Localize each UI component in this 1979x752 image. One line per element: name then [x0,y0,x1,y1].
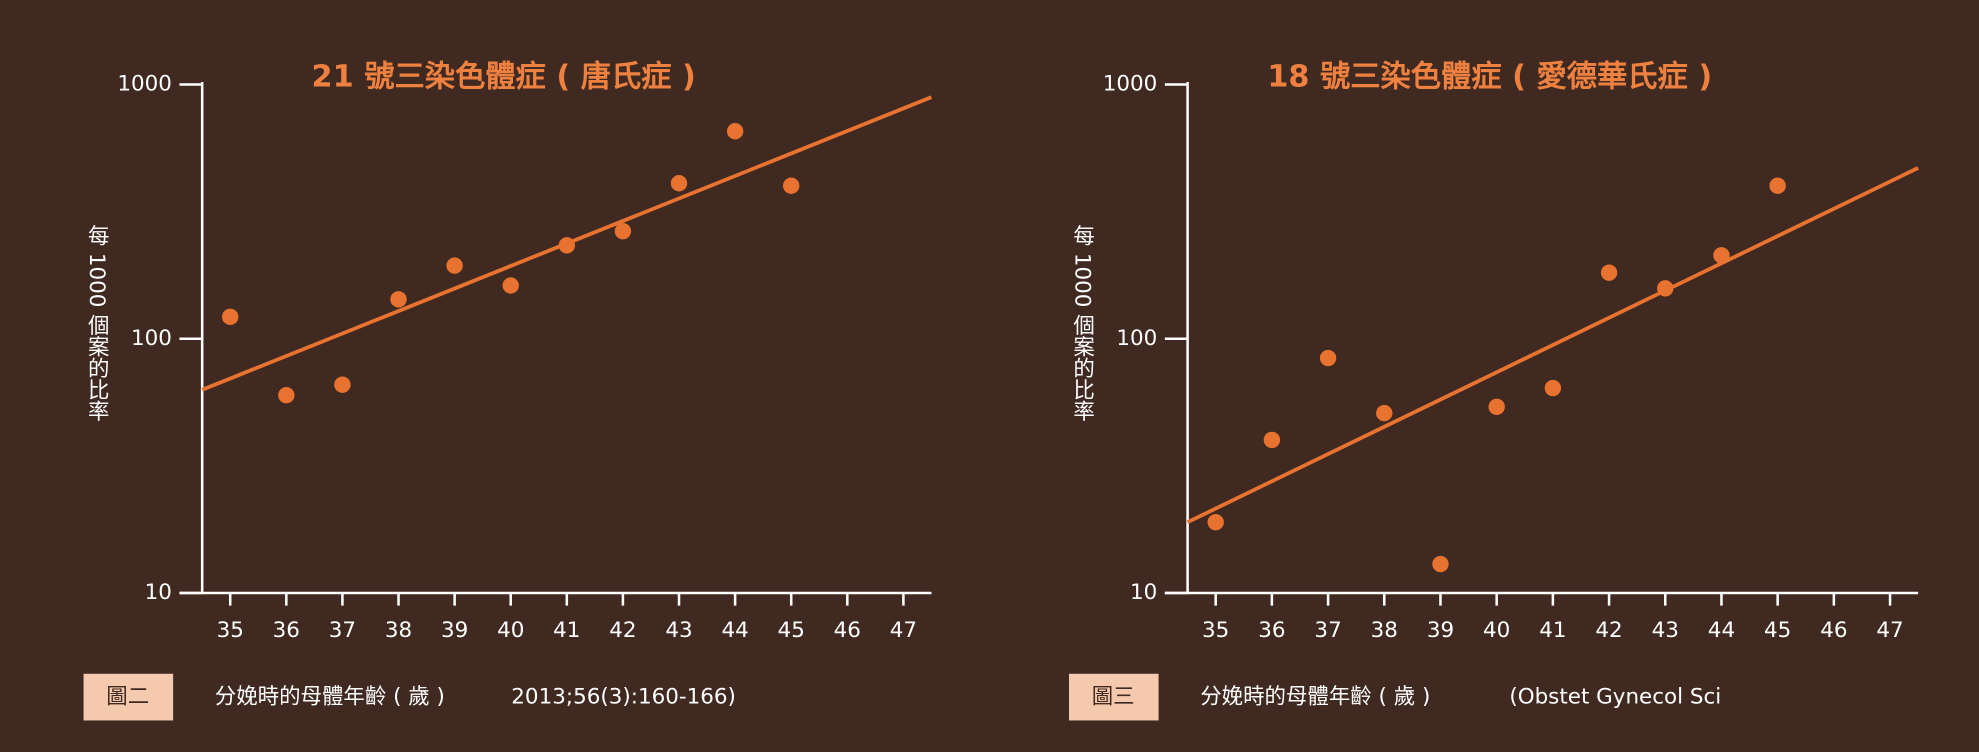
x-tick-label: 45 [1764,618,1791,643]
y-tick-label: 1000 [117,72,172,97]
x-tick-label: 38 [385,618,412,643]
x-tick-label: 38 [1371,618,1398,643]
x-tick-label: 39 [441,618,468,643]
x-tick-label: 44 [721,618,748,643]
data-point [1544,379,1562,397]
data-point [334,376,351,393]
y-tick-label: 100 [1116,326,1157,351]
data-point [1263,431,1281,449]
x-tick-label: 42 [609,618,636,643]
x-tick-label: 41 [553,618,580,643]
data-point [670,175,688,192]
data-point [1207,513,1224,531]
data-point [390,291,407,308]
x-tick-label: 46 [1820,618,1847,643]
x-tick-label: 36 [1258,618,1285,643]
x-tick-label: 40 [1483,618,1510,643]
data-point [1713,247,1730,264]
figure-label-box [83,673,174,721]
x-tick-label: 37 [329,618,356,643]
source: 2013;56(3):160-166) [511,685,736,710]
data-point [726,123,744,140]
x-tick-label: 42 [1595,618,1622,643]
figure-label-box [1068,673,1159,721]
x-tick-label: 47 [890,618,917,643]
chart-title: 21 號三染色體症 ( 唐氏症 ) [312,59,696,95]
x-axis-label: 分娩時的母體年齡 ( 歲 ) [1200,685,1430,710]
y-tick-label: 10 [1130,580,1157,605]
x-axis-label: 分娩時的母體年齡 ( 歲 ) [215,685,445,710]
figure-label: 圖三 [1092,685,1135,710]
x-tick-label: 36 [273,618,300,643]
x-tick-label: 47 [1876,618,1903,643]
data-point [1432,555,1449,573]
y-axis-label: 每 1000 個案的比率 [1070,224,1095,421]
source: (Obstet Gynecol Sci [1509,685,1721,710]
y-axis-label: 每 1000 個案的比率 [84,224,109,421]
data-point [558,237,576,254]
y-tick-label: 1000 [1103,72,1158,97]
chart-title: 18 號三染色體症 ( 愛德華氏症 ) [1267,60,1712,95]
data-point [446,257,463,274]
data-point [1319,349,1337,367]
x-tick-label: 43 [665,618,692,643]
data-point [1600,264,1618,281]
trend-line [1186,166,1919,524]
x-tick-label: 39 [1427,618,1454,643]
figure-label: 圖二 [106,685,149,710]
data-point [1376,404,1393,422]
data-point [783,177,800,194]
x-tick-label: 35 [217,618,244,643]
data-point [1769,177,1786,194]
data-point [1657,280,1674,297]
x-tick-label: 44 [1708,618,1735,643]
x-tick-label: 37 [1314,618,1341,643]
x-tick-label: 46 [834,618,861,643]
x-tick-label: 35 [1202,618,1229,643]
x-tick-label: 45 [778,618,805,643]
x-tick-label: 41 [1539,618,1566,643]
y-tick-label: 10 [145,580,172,605]
data-point [1488,398,1505,416]
data-point [278,386,295,404]
y-tick-label: 100 [131,326,172,351]
data-point [502,277,519,294]
data-point [222,308,239,326]
x-tick-label: 40 [497,618,524,643]
data-point [614,222,632,240]
x-tick-label: 43 [1652,618,1679,643]
